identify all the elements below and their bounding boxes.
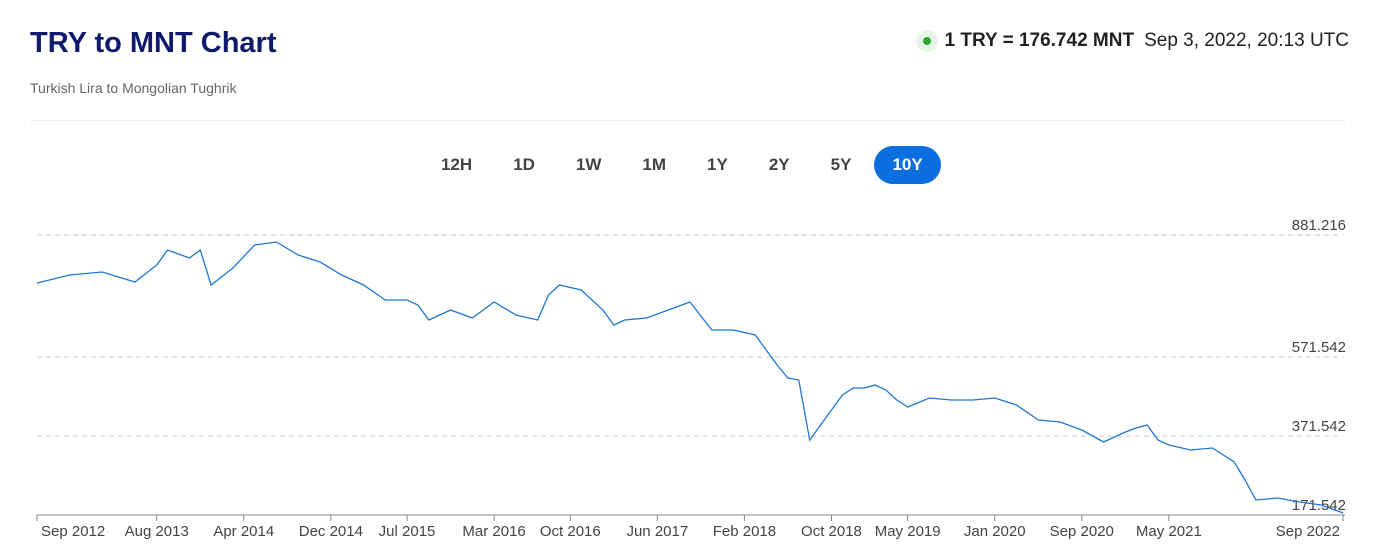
x-tick-label: Dec 2014 xyxy=(299,523,363,540)
x-tick-label: Oct 2018 xyxy=(801,523,862,540)
range-button[interactable]: 5Y xyxy=(830,155,852,174)
rate-box: 1 TRY = 176.742 MNT Sep 3, 2022, 20:13 U… xyxy=(915,30,1349,52)
x-tick-label: Aug 2013 xyxy=(125,523,189,540)
x-tick-label: Oct 2016 xyxy=(540,523,601,540)
timestamp: Sep 3, 2022, 20:13 UTC xyxy=(1144,30,1349,51)
x-tick-label: May 2019 xyxy=(875,523,941,540)
y-tick-label: 371.542 xyxy=(1292,418,1346,435)
x-tick-label: Jan 2020 xyxy=(964,523,1026,540)
line xyxy=(36,241,1344,514)
x-tick-label: Jun 2017 xyxy=(626,523,688,540)
x-tick-label: Jul 2015 xyxy=(379,523,436,540)
x-tick-label: Feb 2018 xyxy=(713,523,776,540)
y-tick-label: 881.216 xyxy=(1292,217,1346,234)
y-tick-label: 571.542 xyxy=(1292,339,1346,356)
range-buttons: 12H 1D 1W 1M 1Y 2Y 5Y 10Y xyxy=(423,146,946,184)
range-button[interactable]: 1Y xyxy=(707,155,728,174)
range-button[interactable]: 10Y xyxy=(874,146,941,184)
title: TRY to MNT Chart xyxy=(30,27,277,59)
separator xyxy=(30,120,1346,121)
range-button[interactable]: 1D xyxy=(513,155,535,174)
range-button[interactable]: 2Y xyxy=(768,155,790,174)
subtitle: Turkish Lira to Mongolian Tughrik xyxy=(30,80,237,96)
x-tick-label: Apr 2014 xyxy=(213,523,274,540)
range-button[interactable]: 12H xyxy=(441,155,473,174)
range-button[interactable]: 1M xyxy=(642,155,667,174)
range-button[interactable]: 1W xyxy=(575,155,602,174)
x-tick-label: Sep 2022 xyxy=(1276,523,1340,540)
x-tick-label: Sep 2020 xyxy=(1050,523,1114,540)
x-tick-label: Sep 2012 xyxy=(41,523,105,540)
x-tick-label: Mar 2016 xyxy=(462,523,525,540)
rate: 1 TRY = 176.742 MNT xyxy=(944,30,1135,51)
x-tick-label: May 2021 xyxy=(1136,523,1202,540)
live-dot xyxy=(915,30,938,52)
